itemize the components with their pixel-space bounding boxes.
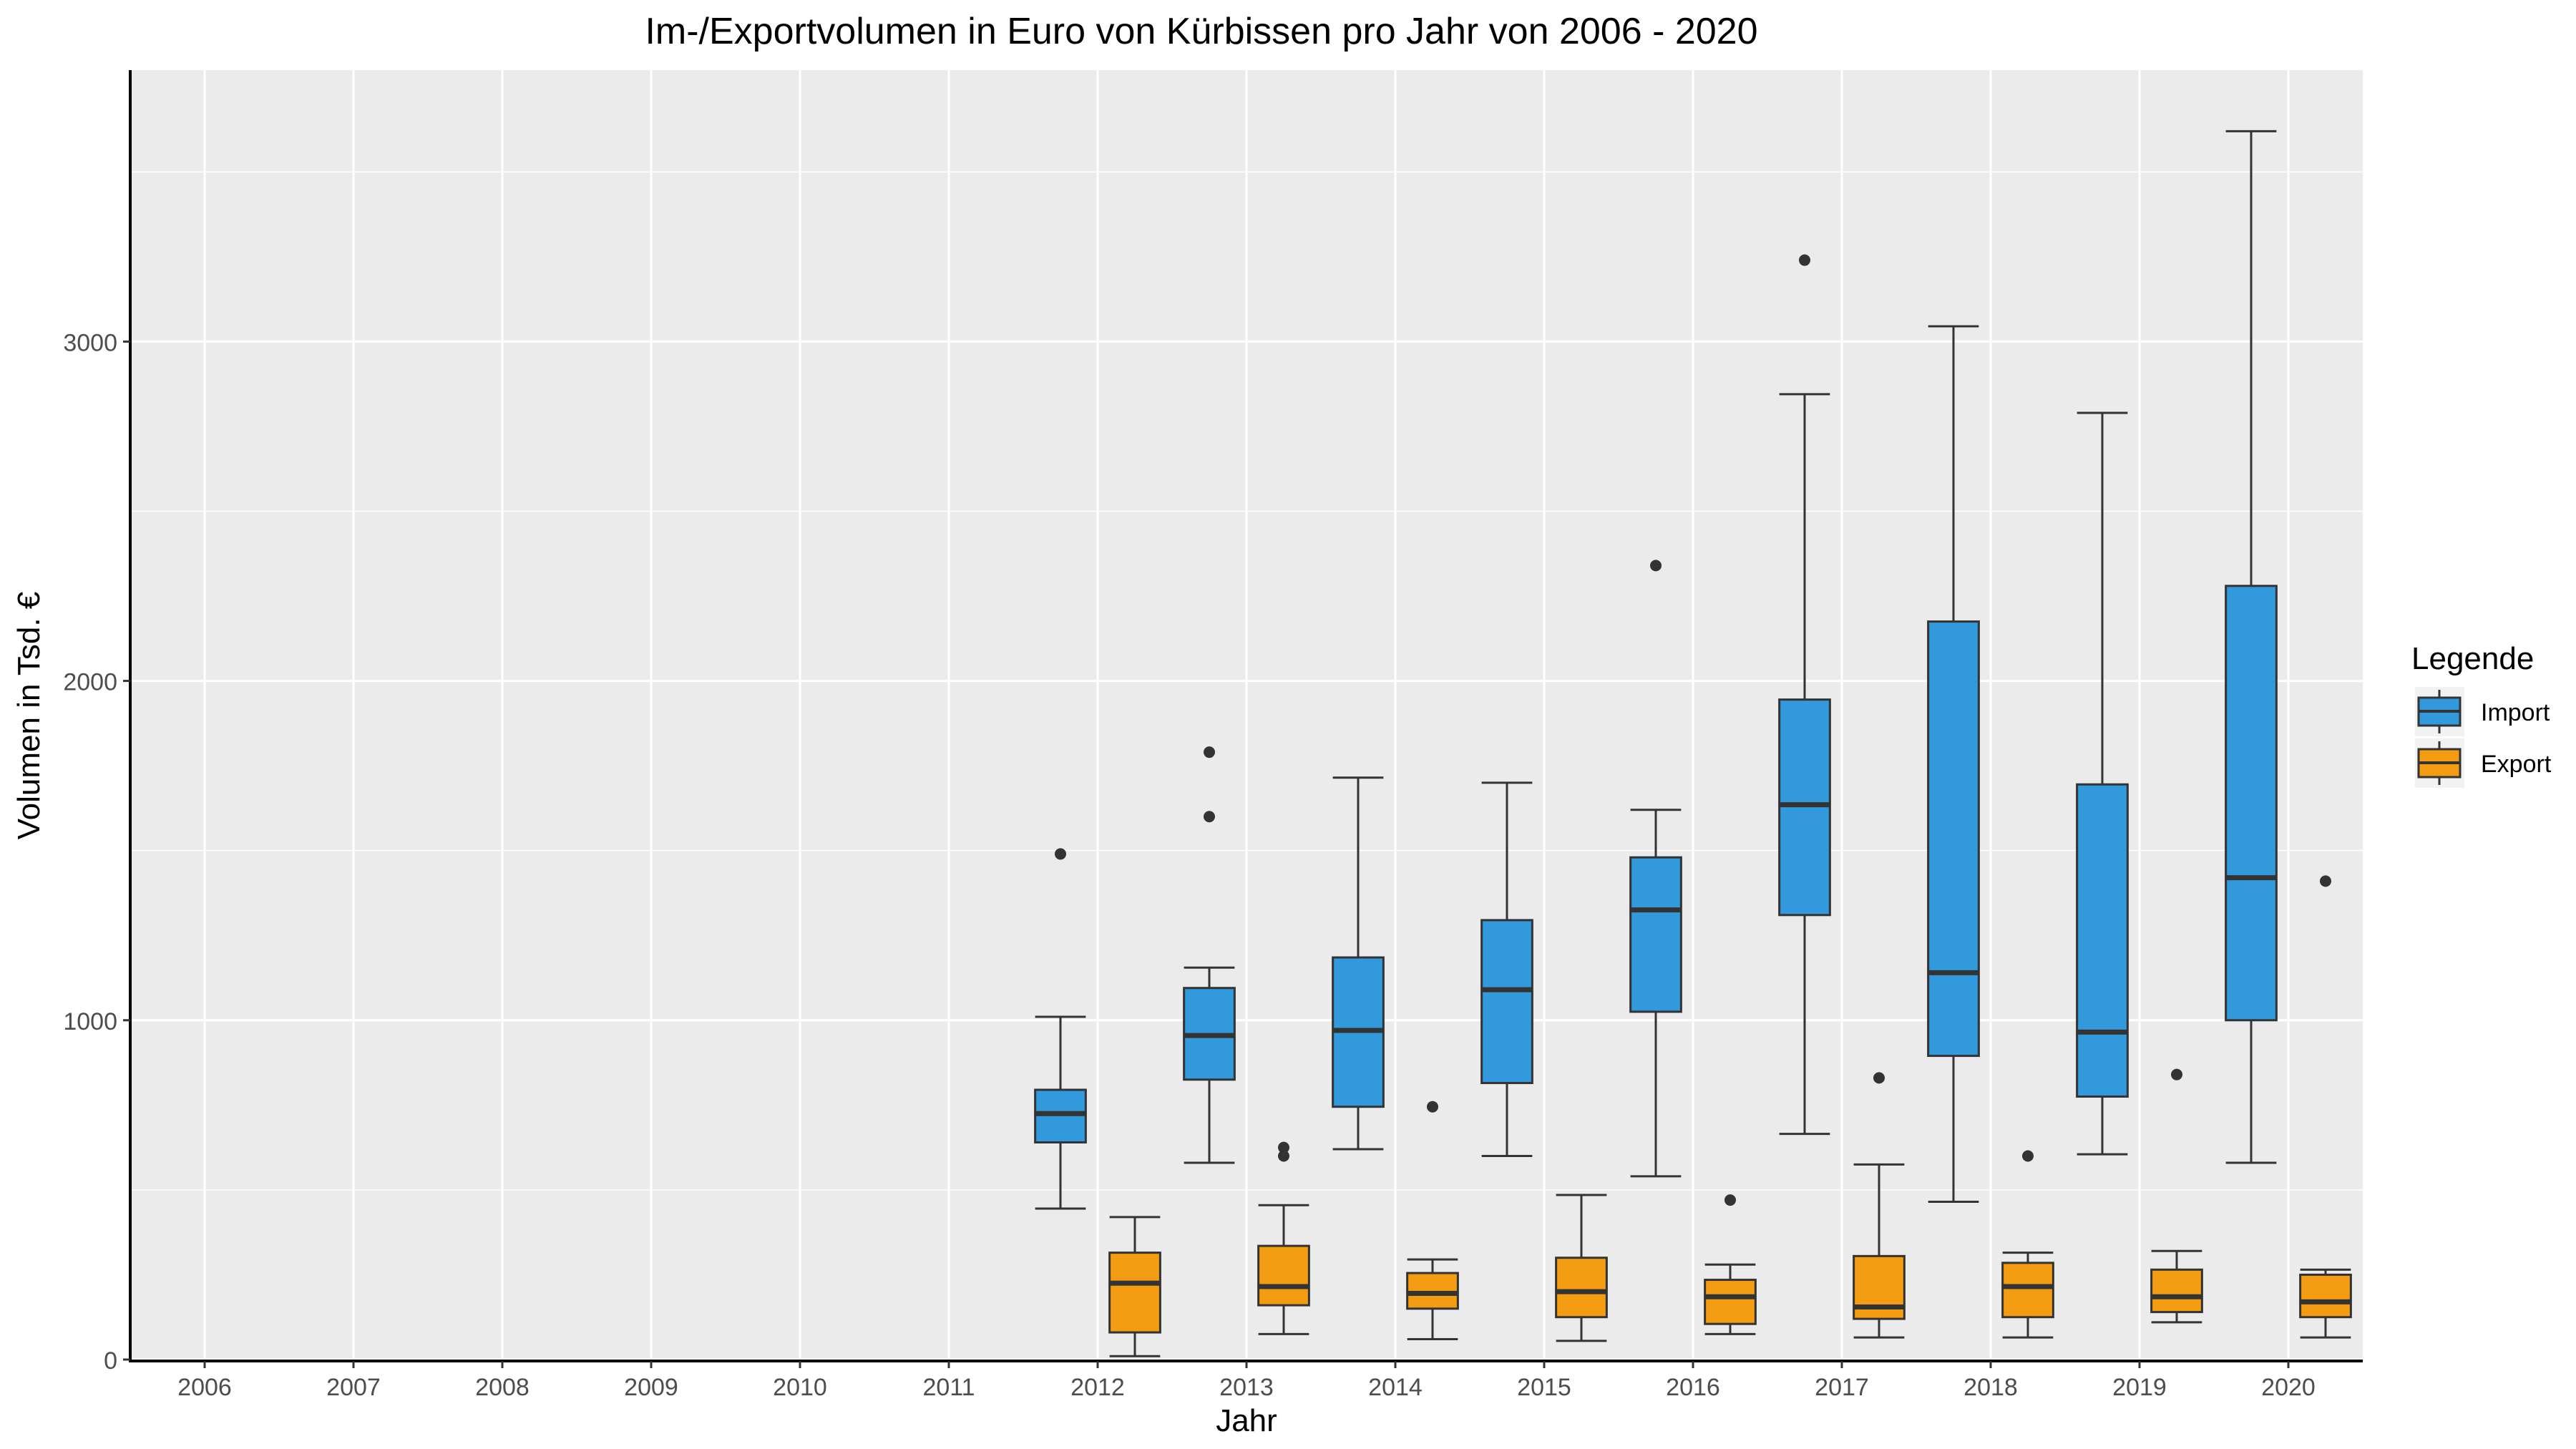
boxes <box>1034 130 2352 1357</box>
x-tick-label: 2019 <box>2112 1374 2167 1401</box>
iqr-box <box>1927 620 1980 1058</box>
x-tick-label: 2006 <box>177 1374 232 1401</box>
box-import-2018 <box>1927 325 1980 1203</box>
box-export-2015 <box>1555 1194 1608 1342</box>
y-axis-title: Volumen in Tsd. € <box>11 592 47 840</box>
outlier-point <box>1724 1194 1736 1206</box>
box-export-2020 <box>2299 875 2352 1339</box>
y-tick-label: 1000 <box>63 1008 117 1035</box>
box-import-2012 <box>1034 848 1087 1210</box>
legend-item-export: Export <box>2415 738 2552 788</box>
box-export-2018 <box>2001 1150 2054 1339</box>
outlier-point <box>1204 746 1215 758</box>
iqr-box <box>2150 1268 2203 1314</box>
box-export-2014 <box>1406 1101 1459 1341</box>
outlier-point <box>2320 875 2331 887</box>
y-tick-label: 2000 <box>63 669 117 696</box>
x-tick-label: 2008 <box>475 1374 530 1401</box>
outlier-point <box>2171 1068 2182 1080</box>
iqr-box <box>1034 1088 1087 1144</box>
box-export-2012 <box>1108 1216 1161 1357</box>
box-export-2016 <box>1704 1194 1757 1335</box>
legend: Legende Import Export <box>2411 641 2552 788</box>
outlier-point <box>1278 1150 1289 1162</box>
legend-item-import: Import <box>2415 687 2550 736</box>
outlier-point <box>1427 1101 1438 1113</box>
legend-label: Import <box>2481 699 2550 726</box>
series-import <box>1034 130 2278 1210</box>
x-axis-title: Jahr <box>1216 1403 1277 1438</box>
box-import-2020 <box>2225 130 2278 1164</box>
outlier-point <box>1278 1141 1289 1153</box>
box-export-2017 <box>1853 1072 1906 1339</box>
outlier-point <box>1055 848 1066 860</box>
x-tick-label: 2015 <box>1517 1374 1571 1401</box>
outlier-point <box>1204 811 1215 823</box>
x-tick-label: 2007 <box>326 1374 381 1401</box>
iqr-box <box>2225 585 2278 1022</box>
x-tick-label: 2018 <box>1963 1374 2018 1401</box>
outlier-point <box>2022 1150 2034 1162</box>
iqr-box <box>2001 1262 2054 1319</box>
iqr-box <box>1629 856 1682 1013</box>
box-export-2013 <box>1257 1141 1310 1335</box>
iqr-box <box>2076 783 2129 1098</box>
series-export <box>1108 875 2352 1357</box>
iqr-box <box>1108 1252 1161 1334</box>
grid <box>130 70 2363 1361</box>
legend-title: Legende <box>2411 641 2534 676</box>
box-import-2019 <box>2076 411 2129 1156</box>
outlier-point <box>1799 254 1810 266</box>
iqr-box <box>2299 1273 2352 1319</box>
iqr-box <box>1406 1272 1459 1310</box>
legend-label: Export <box>2481 751 2552 778</box>
x-tick-label: 2016 <box>1666 1374 1720 1401</box>
iqr-box <box>1257 1244 1310 1307</box>
x-tick-label: 2012 <box>1070 1374 1125 1401</box>
y-tick-label: 0 <box>104 1347 117 1375</box>
iqr-box <box>1778 698 1831 917</box>
box-import-2016 <box>1629 560 1682 1178</box>
x-tick-label: 2009 <box>624 1374 678 1401</box>
x-tick-label: 2011 <box>922 1374 975 1401</box>
box-import-2013 <box>1183 746 1236 1164</box>
y-tick-label: 3000 <box>63 329 117 356</box>
box-import-2017 <box>1778 254 1831 1136</box>
x-tick-label: 2017 <box>1815 1374 1869 1401</box>
x-tick-label: 2013 <box>1219 1374 1274 1401</box>
x-tick-label: 2014 <box>1368 1374 1423 1401</box>
iqr-box <box>1555 1257 1608 1319</box>
box-export-2019 <box>2150 1068 2203 1324</box>
chart-title: Im-/Exportvolumen in Euro von Kürbissen … <box>645 11 1757 52</box>
iqr-box <box>1480 919 1533 1085</box>
iqr-box <box>1704 1279 1757 1325</box>
box-import-2014 <box>1332 776 1385 1151</box>
x-tick-label: 2010 <box>773 1374 827 1401</box>
x-tick-label: 2020 <box>2261 1374 2316 1401</box>
axes: 0 1000 2000 3000 2006 2007 2008 2009 2010 2011 201… <box>63 329 2315 1401</box>
outlier-point <box>1650 560 1662 572</box>
box-import-2015 <box>1480 781 1533 1157</box>
outlier-point <box>1873 1072 1885 1084</box>
